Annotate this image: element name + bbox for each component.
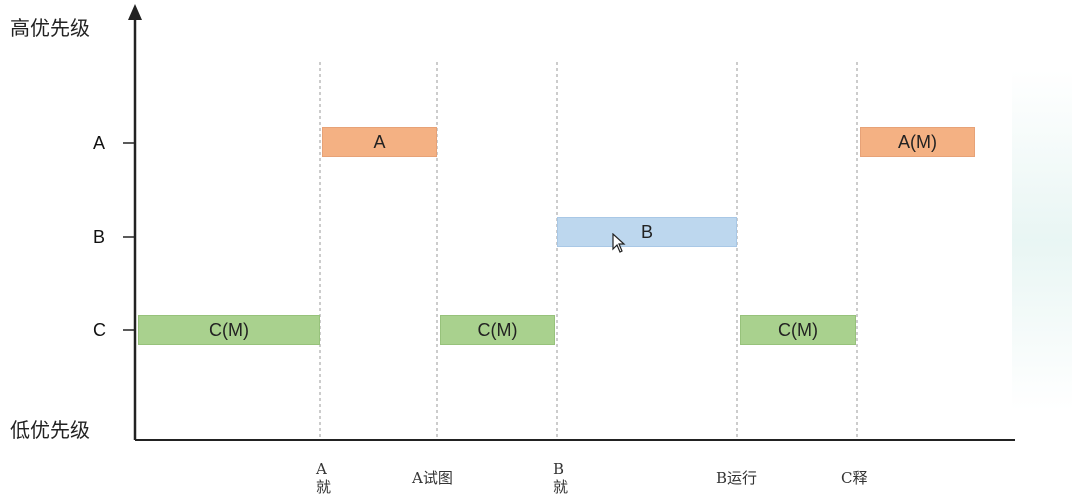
background-decoration (1012, 70, 1072, 410)
bar-label: B (640, 221, 653, 242)
y-axis-arrow-icon (128, 4, 142, 20)
event-label-line1: A (316, 460, 327, 478)
bar-b-running: B (557, 217, 737, 247)
event-label-line1: B运行 (716, 469, 758, 487)
event-label-line1: B (553, 460, 565, 478)
bar-c-running-1: C(M) (138, 315, 320, 345)
bar-label: C(M) (778, 319, 818, 340)
bar-label: C(M) (477, 319, 518, 340)
event-label-4: B运行 (716, 469, 757, 487)
event-label-2: A试图 (412, 469, 453, 487)
event-label-line1: A试图 (412, 469, 453, 487)
level-label-C: C (93, 320, 106, 340)
event-label-line1: C释 (841, 469, 868, 487)
event-label-line2: 就 (316, 478, 332, 496)
bar-label: A(M) (898, 131, 937, 152)
bar-c-running-2: C(M) (440, 315, 555, 345)
level-label-B: B (93, 227, 106, 247)
bar-a-running: A (322, 127, 437, 157)
bar-a-running-with-mutex: A(M) (860, 127, 975, 157)
level-label-A: A (93, 133, 106, 153)
event-label-line2: 就 (553, 478, 569, 496)
event-label-5: C释 (841, 469, 867, 487)
event-label-3: B 就 (553, 460, 568, 496)
bar-label: C(M) (209, 319, 249, 340)
mouse-cursor-icon (612, 233, 626, 253)
low-priority-label: 低优先级 (10, 418, 90, 442)
high-priority-label: 高优先级 (10, 16, 90, 40)
bar-c-running-3: C(M) (740, 315, 856, 345)
event-label-1: A 就 (316, 460, 331, 496)
bar-label: A (373, 131, 386, 152)
